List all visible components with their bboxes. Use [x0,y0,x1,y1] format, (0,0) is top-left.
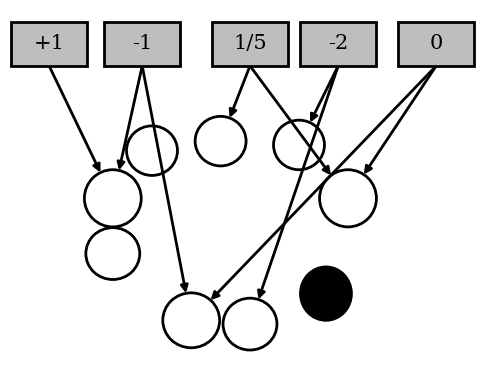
FancyBboxPatch shape [398,22,474,66]
FancyBboxPatch shape [104,22,180,66]
Ellipse shape [300,267,352,320]
Text: -2: -2 [328,34,348,53]
Text: 1/5: 1/5 [233,34,267,53]
FancyBboxPatch shape [11,22,87,66]
Text: -1: -1 [132,34,152,53]
Text: 0: 0 [430,34,443,53]
FancyBboxPatch shape [300,22,376,66]
Text: +1: +1 [34,34,64,53]
FancyBboxPatch shape [212,22,288,66]
